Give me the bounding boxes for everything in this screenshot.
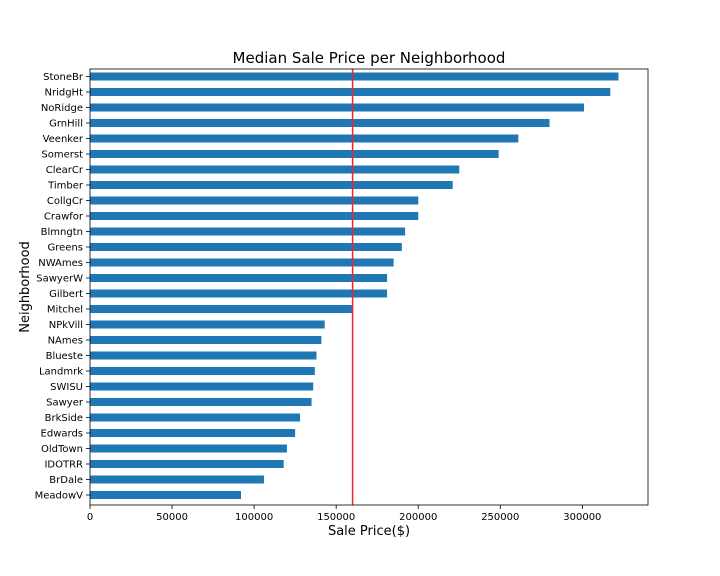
bar-Crawfor	[90, 212, 419, 220]
y-tick-label: Greens	[48, 243, 84, 254]
y-tick-label: NPkVill	[49, 320, 83, 331]
y-tick-label: Gilbert	[49, 289, 83, 300]
y-tick-label: SawyerW	[36, 274, 83, 285]
bar-Gilbert	[90, 289, 388, 298]
bar-Mitchel	[90, 305, 353, 313]
y-tick-label: Mitchel	[47, 305, 83, 316]
bar-GrnHill	[90, 119, 550, 127]
y-tick-label: NWAmes	[38, 258, 83, 269]
y-tick-label: SWISU	[50, 382, 83, 393]
y-tick-label: MeadowV	[35, 491, 84, 502]
x-tick-label: 100000	[235, 512, 273, 523]
plot-frame	[89, 68, 649, 506]
x-tick-label: 250000	[481, 512, 519, 523]
y-tick-label: NridgHt	[44, 88, 83, 99]
bar-Timber	[90, 181, 453, 189]
y-tick-label: Somerst	[41, 150, 83, 161]
y-tick-label: IDOTRR	[44, 460, 83, 471]
bar-CollgCr	[90, 196, 419, 205]
chart-title: Median Sale Price per Neighborhood	[233, 49, 506, 67]
y-tick-label: Landmrk	[39, 367, 83, 378]
x-tick-label: 50000	[156, 512, 188, 523]
bar-Veenker	[90, 134, 519, 143]
bar-OldTown	[90, 444, 287, 453]
y-tick-label: Blueste	[46, 351, 83, 362]
bar-NWAmes	[90, 258, 394, 267]
bar-SawyerW	[90, 274, 388, 282]
bar-Landmrk	[90, 367, 315, 375]
y-tick-label: NAmes	[48, 336, 83, 347]
y-tick-label: Blmngtn	[41, 227, 83, 238]
bar-NridgHt	[90, 88, 611, 96]
bar-Greens	[90, 243, 402, 251]
y-tick-label: Edwards	[41, 429, 83, 440]
y-tick-label: ClearCr	[46, 165, 84, 176]
x-axis-ticks: 0 50000 100000 150000 200000 250000 300000	[87, 505, 601, 523]
bar-ClearCr	[90, 165, 460, 174]
x-tick-label: 150000	[317, 512, 355, 523]
bar-Blmngtn	[90, 227, 406, 236]
y-tick-label: Sawyer	[46, 398, 84, 409]
bar-NAmes	[90, 336, 322, 344]
bar-Blueste	[90, 351, 317, 360]
y-axis-label: Neighborhood	[18, 241, 33, 333]
bar-StoneBr	[90, 72, 619, 81]
y-tick-label: Timber	[47, 181, 84, 192]
bar-BrkSide	[90, 413, 301, 422]
y-axis-ticks: StoneBr NridgHt NoRidge GrnHill Veenker Somer…	[35, 72, 90, 502]
bar-IDOTRR	[90, 460, 284, 468]
y-tick-label: NoRidge	[41, 103, 83, 114]
y-tick-label: Crawfor	[44, 212, 84, 223]
x-axis-label: Sale Price($)	[328, 524, 410, 539]
y-tick-label: BrDale	[49, 475, 83, 486]
y-tick-label: BrkSide	[45, 413, 83, 424]
x-tick-label: 300000	[563, 512, 601, 523]
bar-BrDale	[90, 475, 264, 484]
y-tick-label: OldTown	[41, 444, 83, 455]
bar-Somerst	[90, 150, 499, 158]
bars-group	[90, 72, 619, 499]
y-tick-label: GrnHill	[49, 119, 83, 130]
x-tick-label: 0	[87, 512, 93, 523]
y-tick-label: StoneBr	[43, 72, 84, 83]
y-tick-label: CollgCr	[47, 196, 84, 207]
y-tick-label: Veenker	[43, 134, 84, 145]
bar-NPkVill	[90, 320, 325, 329]
bar-SWISU	[90, 382, 314, 391]
x-tick-label: 200000	[399, 512, 437, 523]
bar-MeadowV	[90, 491, 241, 499]
bar-NoRidge	[90, 103, 584, 112]
bar-Edwards	[90, 429, 296, 437]
bar-Sawyer	[90, 398, 312, 406]
